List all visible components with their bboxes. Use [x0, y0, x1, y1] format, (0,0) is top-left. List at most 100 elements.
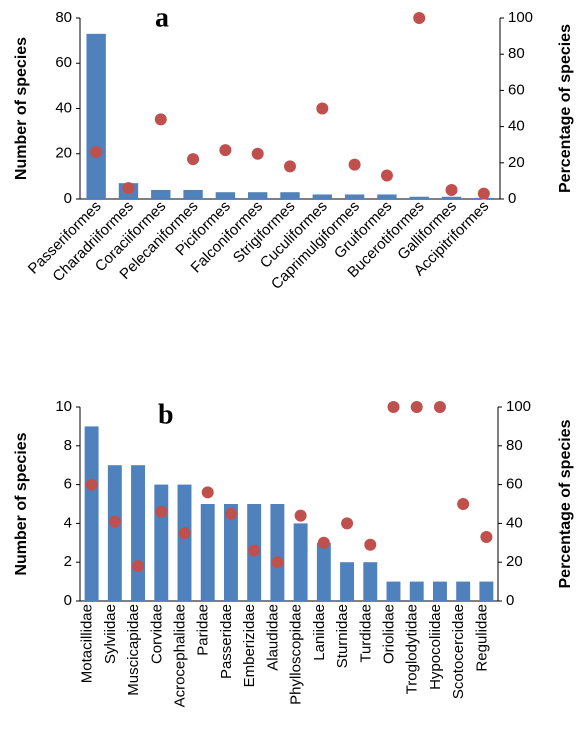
- y-tick-label: 0: [64, 190, 72, 207]
- x-tick-label: Troglodytidae: [404, 604, 421, 694]
- y2-tick-label: 20: [506, 553, 523, 570]
- bar: [316, 542, 331, 601]
- y-tick-label: 8: [64, 437, 72, 454]
- x-tick-label: Alaudidae: [264, 604, 281, 671]
- y-tick-label: 2: [64, 553, 72, 570]
- bar: [432, 581, 447, 601]
- bar: [377, 194, 397, 199]
- bar: [280, 192, 300, 199]
- x-tick-label: Oriolidae: [381, 604, 398, 664]
- bar: [183, 189, 203, 199]
- x-tick-label: Paridae: [195, 604, 212, 656]
- bar: [270, 504, 285, 601]
- y2-tick-label: 80: [508, 45, 525, 62]
- chart-title: a: [155, 2, 169, 33]
- x-tick-label: Scotocercidae: [450, 604, 467, 699]
- point: [154, 113, 167, 126]
- y2-tick-label: 60: [506, 476, 523, 493]
- point: [108, 515, 121, 528]
- x-tick-label: Sylviidae: [102, 604, 119, 664]
- bar: [363, 562, 378, 601]
- x-tick-label: Motacillidae: [79, 604, 96, 683]
- bar: [151, 189, 171, 199]
- point: [219, 144, 232, 157]
- point: [457, 498, 470, 510]
- bar: [177, 484, 192, 601]
- y2-axis-label: Percentage of species: [557, 24, 574, 193]
- bar: [215, 192, 236, 199]
- point: [201, 486, 214, 499]
- y-tick-label: 60: [55, 54, 72, 71]
- point: [90, 145, 103, 158]
- x-tick-label: Hypocoliidae: [427, 604, 444, 690]
- point: [122, 182, 135, 195]
- point: [341, 517, 354, 530]
- bar: [248, 192, 268, 199]
- y2-tick-label: 20: [508, 154, 525, 171]
- bar: [456, 581, 471, 601]
- point: [248, 544, 261, 557]
- bar: [84, 426, 99, 601]
- point: [178, 527, 191, 540]
- bar: [200, 504, 215, 601]
- point: [294, 509, 307, 522]
- x-tick-label: Laniidae: [311, 604, 328, 661]
- point: [316, 102, 329, 115]
- y-tick-label: 0: [64, 592, 72, 609]
- y2-tick-label: 80: [506, 437, 523, 454]
- y-axis-label: Number of species: [13, 432, 30, 575]
- bar: [107, 465, 122, 601]
- bar: [409, 196, 429, 199]
- point: [187, 153, 200, 166]
- y2-tick-label: 0: [508, 190, 516, 207]
- y-tick-label: 6: [64, 476, 72, 493]
- bar: [479, 581, 494, 601]
- y2-tick-label: 100: [506, 398, 531, 415]
- y-tick-label: 40: [55, 99, 72, 116]
- point: [224, 507, 237, 520]
- y-tick-label: 4: [64, 514, 72, 531]
- point: [284, 160, 296, 173]
- y2-tick-label: 60: [508, 81, 525, 98]
- x-tick-label: Turdidae: [357, 604, 374, 663]
- bar: [340, 562, 355, 601]
- y2-tick-label: 0: [506, 592, 514, 609]
- point: [155, 505, 168, 518]
- y-axis-label: Number of species: [13, 37, 30, 180]
- y-tick-label: 80: [55, 9, 72, 26]
- bar: [344, 194, 365, 199]
- y-tick-label: 20: [55, 145, 72, 162]
- bar: [441, 196, 462, 199]
- point: [477, 187, 490, 200]
- x-tick-label: Sturnidae: [334, 604, 351, 668]
- point: [85, 478, 98, 491]
- bar: [154, 484, 169, 601]
- y-tick-label: 10: [55, 398, 72, 415]
- x-tick-label: Acrocephalidae: [172, 604, 189, 707]
- x-tick-label: Corvidae: [148, 604, 165, 664]
- bar: [386, 581, 401, 601]
- point: [410, 401, 423, 413]
- point: [271, 556, 284, 569]
- x-tick-label: Passeridae: [218, 604, 235, 679]
- point: [387, 401, 400, 413]
- point: [433, 401, 446, 413]
- y2-axis-label: Percentage of species: [557, 419, 574, 588]
- x-tick-label: Emberizidae: [241, 604, 258, 687]
- x-tick-label: Phylloscopidae: [288, 604, 305, 705]
- x-tick-label: Regulidae: [473, 604, 490, 672]
- point: [317, 536, 330, 549]
- point: [132, 560, 145, 573]
- bar: [409, 581, 424, 601]
- bar: [223, 504, 238, 601]
- y2-tick-label: 40: [508, 118, 525, 135]
- point: [348, 158, 361, 171]
- chart-title: b: [158, 399, 174, 430]
- point: [480, 530, 493, 543]
- x-tick-label: Muscicapidae: [125, 604, 142, 696]
- point: [251, 147, 264, 160]
- point: [364, 538, 377, 551]
- bar: [86, 33, 106, 200]
- y2-tick-label: 40: [506, 514, 523, 531]
- point: [445, 183, 458, 196]
